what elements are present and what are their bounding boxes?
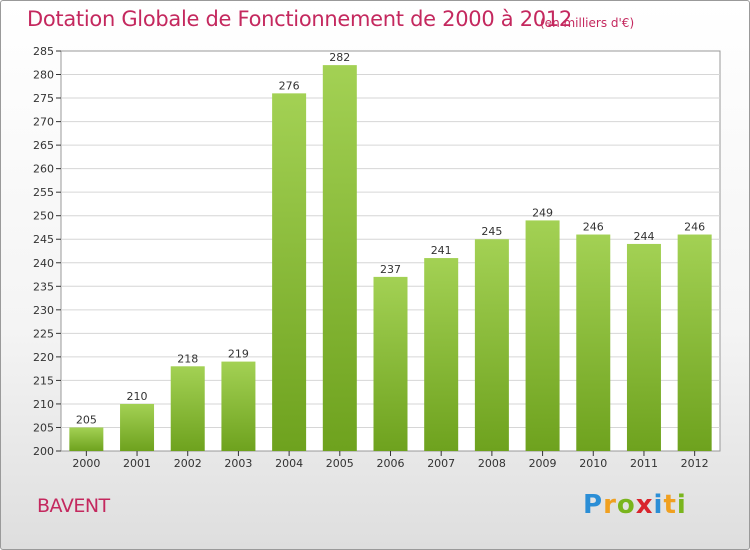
y-tick-label: 225 [33, 327, 54, 340]
logo-letter: o [616, 490, 636, 520]
bar [272, 93, 307, 452]
bar-value-label: 237 [380, 263, 401, 276]
bar-value-label: 219 [228, 348, 249, 361]
proxiti-logo: Proxiti [583, 490, 687, 520]
y-tick-label: 210 [33, 398, 54, 411]
x-tick-label: 2005 [326, 457, 354, 470]
bar [322, 65, 357, 451]
x-tick-label: 2002 [174, 457, 202, 470]
bar [474, 239, 509, 451]
x-tick-label: 2008 [478, 457, 506, 470]
bar [170, 366, 205, 451]
y-tick-label: 240 [33, 257, 54, 270]
bar-value-label: 249 [532, 206, 553, 219]
y-tick-label: 255 [33, 186, 54, 199]
bars: 205 210 218 219 276 282 237 241 245 249 246 244 246 [69, 51, 712, 452]
y-tick-label: 250 [33, 210, 54, 223]
commune-name: BAVENT [37, 495, 110, 517]
bar [525, 220, 560, 451]
bar-value-label: 210 [127, 390, 148, 403]
bar-value-label: 205 [76, 413, 97, 426]
logo-letter: i [653, 490, 664, 520]
bar-value-label: 241 [431, 244, 452, 257]
bar-value-label: 246 [684, 221, 705, 234]
x-tick-label: 2011 [630, 457, 658, 470]
y-tick-label: 285 [33, 45, 54, 58]
logo-letter: t [663, 490, 677, 520]
y-tick-label: 235 [33, 280, 54, 293]
y-tick-label: 205 [33, 421, 54, 434]
bar [120, 403, 155, 451]
bar-value-label: 218 [177, 352, 198, 365]
x-tick-label: 2001 [123, 457, 151, 470]
x-tick-label: 2009 [529, 457, 557, 470]
x-tick-label: 2012 [681, 457, 709, 470]
bar-value-label: 246 [583, 221, 604, 234]
bar [677, 234, 712, 451]
bar [373, 276, 408, 451]
bar [424, 258, 459, 451]
bar-value-label: 245 [481, 225, 502, 238]
chart-title: Dotation Globale de Fonctionnement de 20… [27, 7, 572, 31]
bar [576, 234, 611, 451]
x-tick-label: 2000 [72, 457, 100, 470]
x-tick-label: 2010 [579, 457, 607, 470]
y-tick-label: 265 [33, 139, 54, 152]
x-tick-label: 2007 [427, 457, 455, 470]
y-tick-label: 280 [33, 69, 54, 82]
bar-value-label: 244 [633, 230, 654, 243]
bar-value-label: 276 [279, 79, 300, 92]
y-tick-label: 270 [33, 116, 54, 129]
x-tick-label: 2006 [377, 457, 405, 470]
logo-letter: P [583, 490, 604, 520]
logo-letter: r [603, 490, 617, 520]
bar [69, 427, 104, 451]
bar [221, 361, 256, 451]
y-tick-label: 200 [33, 445, 54, 458]
y-tick-label: 230 [33, 304, 54, 317]
x-axis-ticks: 2000 2001 2002 2003 2004 2005 2006 2007 2008 2009… [72, 451, 709, 470]
y-tick-label: 275 [33, 92, 54, 105]
bar-value-label: 282 [329, 51, 350, 64]
y-tick-label: 245 [33, 233, 54, 246]
y-axis-ticks: 200 205 210 215 220 225 230 235 240 245 250 255 260 2… [33, 45, 61, 458]
y-tick-label: 220 [33, 351, 54, 364]
x-tick-label: 2004 [275, 457, 303, 470]
logo-letter: x [635, 490, 654, 520]
x-tick-label: 2003 [224, 457, 252, 470]
bar [626, 243, 661, 451]
chart-unit-note: (en milliers d'€) [540, 16, 635, 30]
y-tick-label: 260 [33, 163, 54, 176]
y-tick-label: 215 [33, 374, 54, 387]
logo-letter: i [676, 490, 687, 520]
